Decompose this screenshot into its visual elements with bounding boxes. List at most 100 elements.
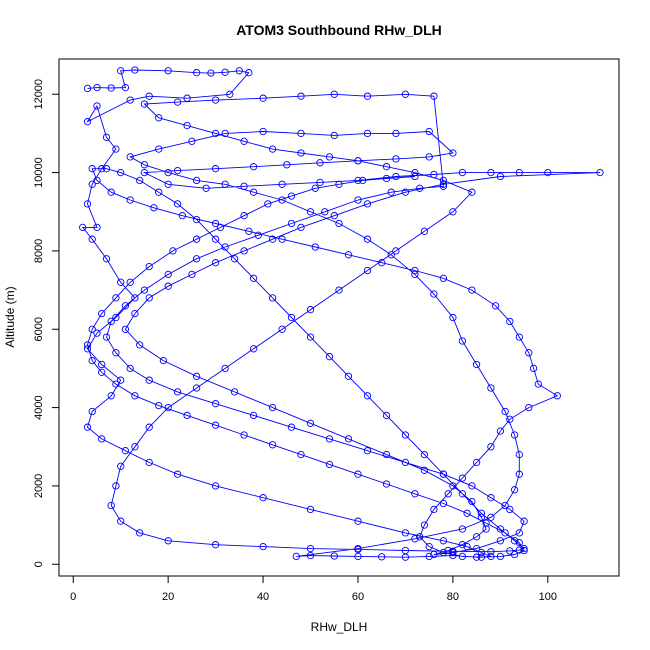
data-point — [354, 552, 362, 561]
data-point — [311, 243, 319, 251]
data-point — [249, 163, 258, 171]
data-point — [363, 129, 372, 138]
data-point — [192, 215, 201, 224]
data-point — [268, 235, 277, 243]
data-point — [297, 92, 305, 100]
data-point — [501, 529, 509, 537]
data-point — [169, 247, 177, 255]
data-point — [192, 69, 201, 77]
data-point — [136, 176, 144, 185]
data-point — [335, 180, 343, 188]
data-point — [155, 145, 163, 153]
y-axis: 0 2000 4000 6000 8000 10000 12000 — [33, 79, 60, 567]
data-point — [88, 356, 96, 365]
data-point — [401, 90, 410, 98]
data-point — [496, 537, 505, 545]
data-point — [88, 407, 96, 416]
data-point — [287, 192, 296, 200]
data-point — [449, 551, 457, 560]
data-point — [359, 176, 367, 185]
y-tick-label: 12000 — [33, 79, 45, 110]
data-point — [145, 423, 153, 431]
data-point — [596, 168, 604, 177]
data-point — [93, 83, 101, 92]
data-point — [93, 329, 101, 337]
data-point — [207, 69, 215, 77]
data-point — [482, 525, 490, 533]
data-point — [468, 286, 476, 294]
data-point — [112, 482, 120, 490]
data-point — [411, 168, 419, 177]
data-point — [363, 235, 372, 243]
data-point — [363, 392, 372, 400]
data-point — [192, 235, 201, 243]
data-point — [491, 302, 500, 310]
data-point — [344, 435, 353, 443]
data-point — [430, 505, 438, 514]
data-point — [330, 131, 338, 140]
plot-area-frame — [58, 58, 620, 577]
data-point — [240, 137, 248, 145]
data-point — [306, 208, 315, 216]
data-point — [173, 166, 182, 175]
data-point — [401, 431, 410, 439]
x-tick-label: 60 — [352, 591, 364, 603]
data-point — [330, 90, 338, 98]
data-point — [335, 286, 343, 294]
data-point — [477, 509, 486, 517]
data-point — [249, 411, 258, 420]
data-point — [321, 208, 329, 216]
data-point — [136, 341, 144, 349]
data-point — [382, 480, 391, 488]
data-point — [254, 231, 262, 239]
data-point — [335, 219, 343, 228]
data-point — [472, 360, 481, 369]
data-point — [420, 521, 429, 529]
data-point — [401, 529, 410, 537]
series-line — [81, 69, 601, 558]
data-point — [192, 372, 201, 380]
data-point — [98, 368, 106, 376]
x-tick-label: 80 — [447, 591, 459, 603]
data-point — [458, 474, 467, 482]
data-point — [354, 157, 362, 165]
data-point — [449, 482, 457, 490]
data-point — [425, 542, 433, 551]
data-point — [140, 100, 149, 108]
data-point — [306, 544, 315, 553]
data-point — [378, 259, 386, 267]
data-point — [477, 548, 486, 557]
data-point — [439, 182, 448, 190]
data-point — [344, 372, 353, 380]
data-point — [387, 188, 395, 196]
data-point — [140, 161, 149, 169]
y-tick-label: 6000 — [33, 317, 45, 341]
data-point — [164, 67, 172, 75]
data-point — [354, 545, 362, 554]
data-point — [278, 325, 286, 333]
data-point — [102, 165, 111, 173]
data-point — [211, 259, 220, 267]
y-tick-label: 10000 — [33, 157, 45, 188]
data-point — [83, 200, 92, 208]
data-point — [411, 270, 419, 279]
data-point — [477, 553, 486, 561]
data-point — [259, 127, 267, 136]
data-point — [145, 294, 153, 302]
data-point — [482, 519, 490, 527]
data-point — [140, 168, 149, 177]
data-point — [297, 149, 305, 157]
data-point — [425, 127, 433, 136]
data-point — [306, 333, 315, 341]
data-point — [544, 168, 552, 177]
data-point — [287, 423, 296, 431]
data-point — [93, 176, 101, 185]
data-point — [439, 537, 448, 545]
data-point — [249, 274, 258, 282]
data-point — [126, 196, 134, 204]
data-point — [525, 403, 533, 412]
data-point — [325, 460, 334, 469]
data-point — [164, 180, 172, 188]
data-point — [449, 149, 457, 157]
data-point — [444, 490, 452, 498]
